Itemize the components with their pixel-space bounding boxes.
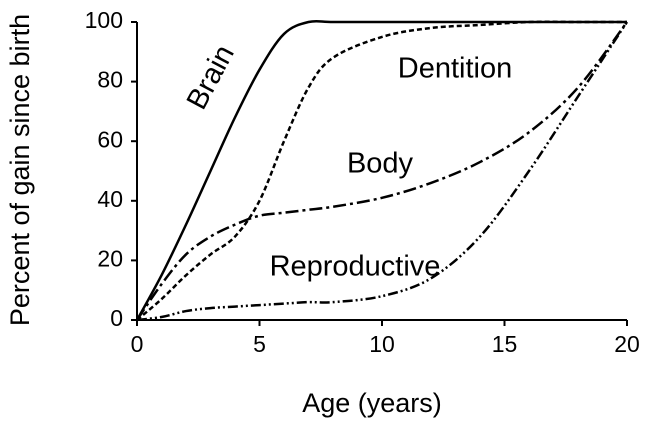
x-tick-label: 20 bbox=[614, 331, 640, 357]
x-tick-label: 0 bbox=[131, 331, 144, 357]
x-tick-label: 5 bbox=[253, 331, 266, 357]
series-label: Reproductive bbox=[270, 251, 441, 283]
x-tick-label: 15 bbox=[492, 331, 518, 357]
series-label: Brain bbox=[181, 40, 241, 115]
y-tick-label: 100 bbox=[85, 7, 123, 33]
series-line bbox=[136, 21, 629, 322]
series-line bbox=[135, 21, 629, 321]
x-axis-label: Age (years) bbox=[302, 388, 442, 418]
y-tick-label: 20 bbox=[97, 245, 123, 271]
y-tick-label: 40 bbox=[97, 186, 123, 212]
y-tick-label: 0 bbox=[110, 305, 123, 331]
y-tick-label: 80 bbox=[97, 67, 123, 93]
series-line bbox=[136, 20, 627, 321]
y-tick-label: 60 bbox=[97, 126, 123, 152]
y-axis-label: Percent of gain since birth bbox=[5, 14, 35, 326]
series-label: Dentition bbox=[398, 53, 512, 85]
x-tick-label: 10 bbox=[369, 331, 395, 357]
series-label: Body bbox=[347, 148, 414, 180]
